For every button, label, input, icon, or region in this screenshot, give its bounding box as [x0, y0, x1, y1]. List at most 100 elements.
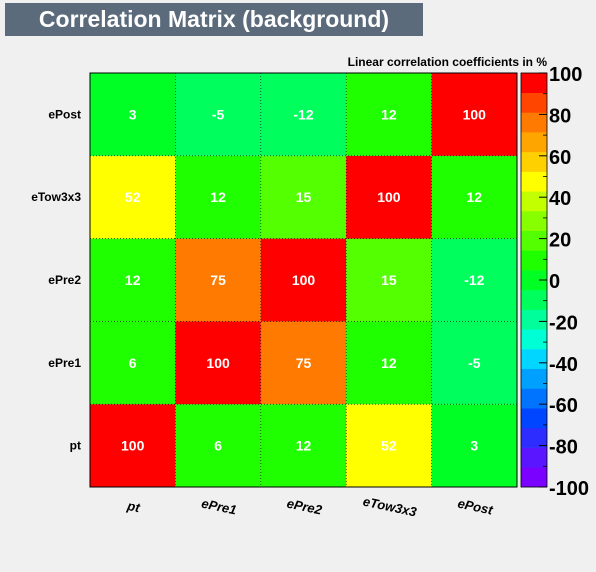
color-scale-band	[521, 447, 547, 468]
color-scale-tick-label: -20	[549, 312, 578, 334]
color-scale-band	[521, 73, 547, 94]
x-tick-label: ePost	[456, 496, 494, 518]
cell-eTow3x3-ePost	[346, 73, 432, 156]
color-scale-band	[521, 250, 547, 271]
cell-ePre2-ePre1	[260, 321, 347, 405]
cell-value-label: 100	[377, 189, 401, 205]
cell-value-label: 100	[206, 355, 230, 371]
cell-value-label: -12	[293, 106, 313, 122]
color-scale-band	[521, 112, 547, 133]
cell-value-label: 12	[381, 106, 397, 122]
cell-ePre1-ePre1	[175, 321, 261, 405]
cell-ePre2-ePre2	[260, 238, 347, 322]
cell-ePost-ePre2	[431, 238, 517, 322]
color-scale-band	[521, 230, 547, 251]
cell-value-label: 52	[125, 189, 141, 205]
color-scale-tick-label: -80	[549, 437, 578, 459]
color-scale-band	[521, 289, 547, 310]
color-scale-band	[521, 467, 547, 488]
y-tick-label: ePre2	[48, 273, 81, 287]
color-scale-band	[521, 309, 547, 330]
heatmap-grid	[89, 72, 518, 488]
cell-value-label: 3	[470, 438, 478, 454]
cell-ePre1-ePost	[175, 73, 261, 156]
color-scale-band	[521, 211, 547, 232]
cell-ePost-ePost	[431, 73, 517, 156]
cell-value-label: -5	[212, 106, 225, 122]
y-tick-label: ePost	[48, 107, 81, 121]
color-scale-band	[521, 92, 547, 113]
cell-value-label: 12	[381, 355, 397, 371]
color-scale-band	[521, 171, 547, 192]
cell-eTow3x3-ePre2	[346, 238, 432, 322]
cell-ePre1-eTow3x3	[175, 155, 261, 239]
cell-value-label: 6	[129, 355, 137, 371]
cell-ePre2-pt	[260, 404, 347, 487]
color-scale-tick-label: 40	[549, 188, 571, 210]
cell-value-label: 15	[381, 272, 397, 288]
chart-subtitle: Linear correlation coefficients in %	[347, 55, 547, 69]
color-scale-band	[521, 368, 547, 389]
cell-eTow3x3-pt	[346, 404, 432, 487]
cell-value-label: 12	[296, 438, 312, 454]
cell-pt-ePre2	[90, 238, 176, 322]
cell-ePre1-ePre2	[175, 238, 261, 322]
cell-ePost-pt	[431, 404, 517, 487]
cell-ePre1-pt	[175, 404, 261, 487]
cell-value-label: 15	[296, 189, 312, 205]
cell-ePost-eTow3x3	[431, 155, 517, 239]
cell-eTow3x3-eTow3x3	[346, 155, 432, 239]
cell-eTow3x3-ePre1	[346, 321, 432, 405]
color-scale-tick-label: 80	[549, 105, 571, 127]
plot-frame	[89, 72, 518, 488]
cell-value-label: 100	[121, 438, 145, 454]
cell-value-label: 75	[210, 272, 226, 288]
color-scale-tick-label: 100	[549, 64, 582, 86]
cell-value-label: -12	[464, 272, 484, 288]
color-scale-band	[521, 349, 547, 370]
color-scale-tick-label: 0	[549, 271, 560, 293]
chart-title: Correlation Matrix (background)	[5, 3, 423, 36]
cell-value-label: 12	[210, 189, 226, 205]
x-tick-label: pt	[125, 498, 142, 516]
cell-value-label: 3	[129, 106, 137, 122]
y-tick-label: eTow3x3	[31, 190, 81, 204]
color-scale-band	[521, 151, 547, 172]
color-scale-band	[521, 329, 547, 350]
cell-value-label: 12	[467, 189, 483, 205]
cell-ePre2-ePost	[260, 73, 347, 156]
cell-value-label: 75	[296, 355, 312, 371]
cell-ePost-ePre1	[431, 321, 517, 405]
heatmap-cells	[90, 73, 517, 487]
color-scale-band	[521, 191, 547, 212]
cell-pt-ePre1	[90, 321, 176, 405]
color-scale-tick-label: 60	[549, 147, 571, 169]
cell-ePre2-eTow3x3	[260, 155, 347, 239]
cell-pt-eTow3x3	[90, 155, 176, 239]
color-scale-band	[521, 427, 547, 448]
y-tick-label: ePre1	[48, 356, 81, 370]
color-scale-tick-label: -40	[549, 354, 578, 376]
cell-value-label: 12	[125, 272, 141, 288]
color-scale-tick-label: -60	[549, 395, 578, 417]
color-scale-band	[521, 132, 547, 153]
y-tick-label: pt	[70, 439, 81, 453]
cell-value-label: 52	[381, 438, 397, 454]
cell-pt-ePost	[90, 73, 176, 156]
cell-value-label: 6	[214, 438, 222, 454]
x-tick-label: eTow3x3	[362, 494, 419, 520]
color-scale: 100 80 60 40 20 0 -20 -40 -60 -80 -100	[520, 64, 589, 500]
cell-pt-pt	[90, 404, 176, 487]
cell-value-labels: 100 6 12 52 3 6 100 75 12 -5 12 75 100 15 -12 52 12 15 100…	[121, 106, 486, 453]
color-scale-band	[521, 270, 547, 291]
color-scale-tick-label: 20	[549, 230, 571, 252]
color-scale-band	[521, 408, 547, 429]
color-scale-band	[521, 388, 547, 409]
color-scale-tick-label: -100	[549, 478, 589, 500]
cell-value-label: 100	[292, 272, 316, 288]
x-tick-label: ePre1	[200, 496, 238, 518]
cell-value-label: -5	[468, 355, 481, 371]
x-tick-label: ePre2	[286, 496, 325, 518]
cell-value-label: 100	[463, 106, 487, 122]
